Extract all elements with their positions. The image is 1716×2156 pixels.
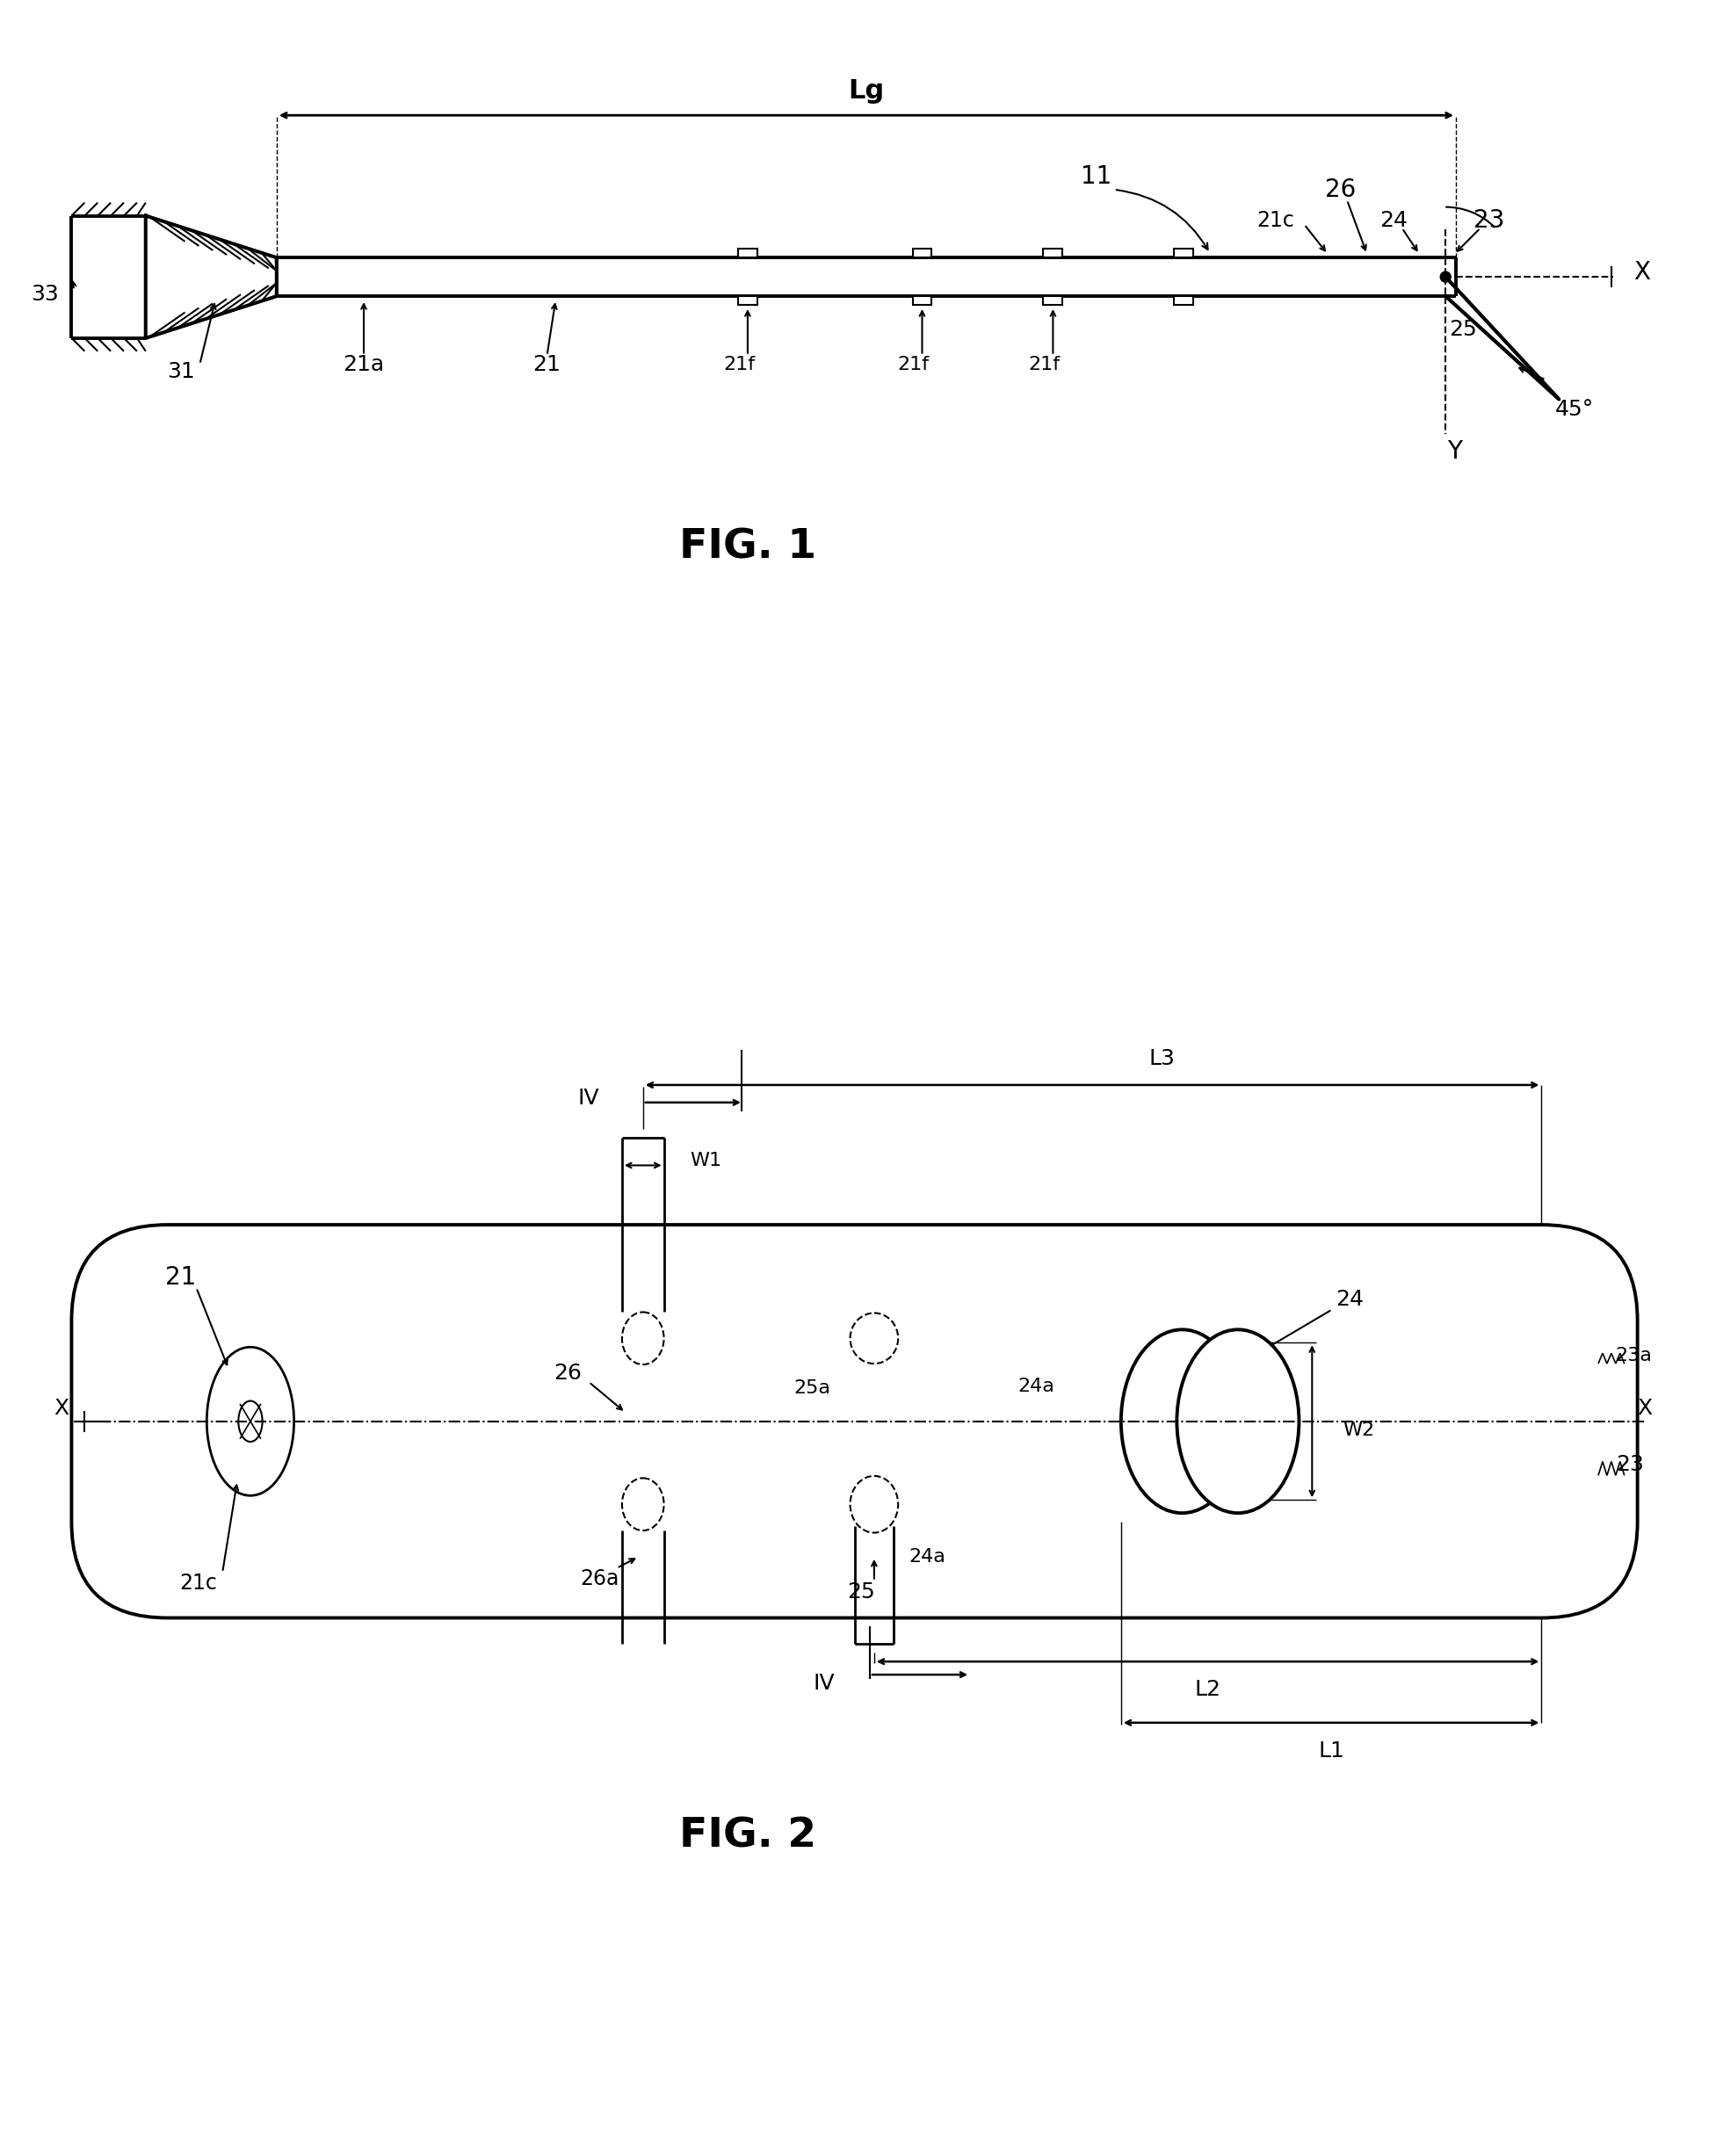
Bar <box>1043 295 1062 304</box>
Text: 45°: 45° <box>1555 399 1594 420</box>
Text: 21: 21 <box>534 354 561 375</box>
Text: 21a: 21a <box>343 354 384 375</box>
Bar <box>738 295 757 304</box>
Text: 24a: 24a <box>1018 1378 1055 1395</box>
Bar <box>1043 248 1062 259</box>
Text: 26: 26 <box>1325 177 1356 203</box>
Text: 21f: 21f <box>722 356 755 373</box>
Circle shape <box>1440 272 1450 282</box>
Text: 25: 25 <box>848 1580 875 1602</box>
Text: L1: L1 <box>1318 1740 1344 1761</box>
Text: IV: IV <box>578 1087 599 1108</box>
Text: 24: 24 <box>1335 1289 1364 1309</box>
Text: L3: L3 <box>1150 1048 1175 1069</box>
Text: 21f: 21f <box>1028 356 1060 373</box>
FancyArrowPatch shape <box>1117 190 1208 250</box>
Text: 33: 33 <box>31 285 58 304</box>
Text: W1: W1 <box>690 1151 722 1171</box>
Text: L2: L2 <box>1194 1680 1220 1701</box>
Text: 23: 23 <box>1474 207 1505 233</box>
Ellipse shape <box>849 1477 897 1533</box>
Text: X: X <box>53 1397 69 1419</box>
Text: 21c: 21c <box>1256 209 1294 231</box>
Text: FIG. 2: FIG. 2 <box>680 1818 817 1856</box>
Text: 25: 25 <box>1448 319 1477 341</box>
Bar <box>738 248 757 259</box>
Text: 23: 23 <box>1616 1455 1644 1475</box>
Polygon shape <box>1445 276 1558 399</box>
Text: 21f: 21f <box>897 356 930 373</box>
Bar <box>1174 248 1193 259</box>
Bar <box>1174 295 1193 304</box>
Text: 31: 31 <box>166 360 194 382</box>
Text: 21c: 21c <box>178 1572 216 1593</box>
Text: X: X <box>1634 261 1649 285</box>
Text: 26: 26 <box>554 1363 582 1384</box>
Ellipse shape <box>621 1479 664 1531</box>
Polygon shape <box>146 216 276 338</box>
Text: 23a: 23a <box>1616 1348 1653 1365</box>
Text: W2: W2 <box>1342 1421 1375 1438</box>
Ellipse shape <box>1177 1330 1299 1514</box>
Text: 24a: 24a <box>909 1548 946 1565</box>
Ellipse shape <box>1121 1330 1242 1514</box>
FancyBboxPatch shape <box>72 1225 1637 1617</box>
Text: Lg: Lg <box>848 78 884 103</box>
Text: IV: IV <box>813 1673 836 1695</box>
Text: 26a: 26a <box>580 1567 619 1589</box>
Text: Y: Y <box>1447 440 1462 464</box>
Text: X: X <box>1637 1397 1653 1419</box>
Ellipse shape <box>849 1313 897 1363</box>
Ellipse shape <box>239 1401 263 1442</box>
Ellipse shape <box>621 1313 664 1365</box>
Text: 25a: 25a <box>793 1380 831 1397</box>
Text: FIG. 1: FIG. 1 <box>680 528 817 567</box>
Bar <box>913 295 932 304</box>
Ellipse shape <box>206 1348 293 1496</box>
Text: 21: 21 <box>165 1266 196 1289</box>
Bar <box>913 248 932 259</box>
Text: 24: 24 <box>1380 209 1407 231</box>
Text: 11: 11 <box>1081 164 1112 190</box>
